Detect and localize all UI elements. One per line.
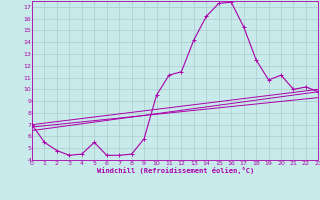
X-axis label: Windchill (Refroidissement éolien,°C): Windchill (Refroidissement éolien,°C) (97, 167, 254, 174)
